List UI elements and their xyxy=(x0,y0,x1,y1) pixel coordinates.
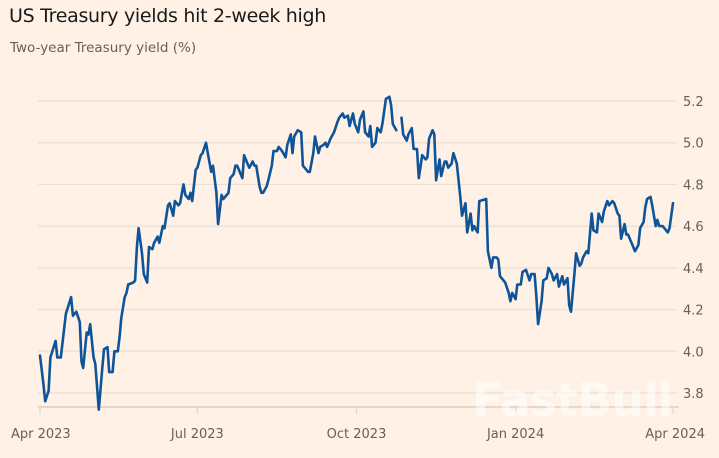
y-axis-ticks: 5.2 5.0 4.8 4.6 4.4 4.2 4.0 3.8 xyxy=(683,95,704,402)
x-tick-label: Apr 2024 xyxy=(645,427,705,442)
y-tick-label: 5.2 xyxy=(683,95,704,110)
y-tick-label: 4.6 xyxy=(683,220,704,235)
y-tick-label: 4.0 xyxy=(683,345,704,360)
y-tick-label: 4.2 xyxy=(683,304,704,319)
y-tick-label: 5.0 xyxy=(683,137,704,152)
data-points xyxy=(40,97,673,410)
gridlines xyxy=(38,100,677,394)
y-tick-label: 3.8 xyxy=(683,387,704,402)
chart-subtitle: Two-year Treasury yield (%) xyxy=(10,40,197,56)
x-tick-label: Jan 2024 xyxy=(486,427,544,442)
series-line xyxy=(38,95,675,411)
chart-title: US Treasury yields hit 2-week high xyxy=(9,5,327,27)
fastbull-watermark: FastBull xyxy=(472,373,672,427)
x-tick-label: Apr 2023 xyxy=(11,427,71,442)
x-axis-ticks: Apr 2023 Jul 2023 Oct 2023 Jan 2024 Apr 2024 xyxy=(11,407,705,442)
y-tick-label: 4.8 xyxy=(683,178,704,193)
y-tick-label: 4.4 xyxy=(683,262,704,277)
x-tick-label: Oct 2023 xyxy=(327,427,387,442)
yield-line xyxy=(38,95,675,411)
x-tick-label: Jul 2023 xyxy=(170,427,224,442)
